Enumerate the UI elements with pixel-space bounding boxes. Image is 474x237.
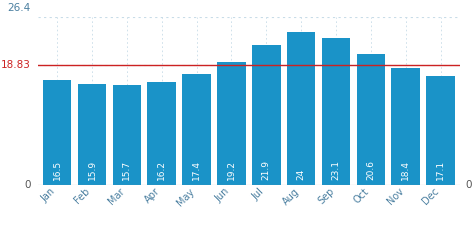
Bar — [112, 85, 141, 185]
Text: 17.4: 17.4 — [192, 160, 201, 180]
Text: 24: 24 — [297, 169, 306, 180]
Text: 15.7: 15.7 — [122, 160, 131, 180]
Text: 17.1: 17.1 — [436, 160, 445, 180]
Bar — [78, 83, 106, 185]
Text: 26.4: 26.4 — [8, 3, 31, 13]
Bar — [252, 45, 281, 185]
Bar — [217, 63, 246, 185]
Bar — [322, 38, 350, 185]
Text: 0: 0 — [465, 180, 472, 190]
Text: 16.2: 16.2 — [157, 160, 166, 180]
Text: 18.4: 18.4 — [401, 160, 410, 180]
Text: 0: 0 — [25, 180, 31, 190]
Text: 20.6: 20.6 — [366, 160, 375, 180]
Text: 19.2: 19.2 — [227, 160, 236, 180]
Text: 16.5: 16.5 — [53, 160, 62, 180]
Bar — [147, 82, 176, 185]
Text: 21.9: 21.9 — [262, 160, 271, 180]
Bar — [426, 76, 455, 185]
Bar — [392, 68, 420, 185]
Bar — [43, 80, 72, 185]
Bar — [287, 32, 315, 185]
Text: 18.83: 18.83 — [1, 60, 31, 70]
Text: 15.9: 15.9 — [88, 160, 97, 180]
Text: 23.1: 23.1 — [331, 160, 340, 180]
Bar — [182, 74, 211, 185]
Bar — [356, 54, 385, 185]
